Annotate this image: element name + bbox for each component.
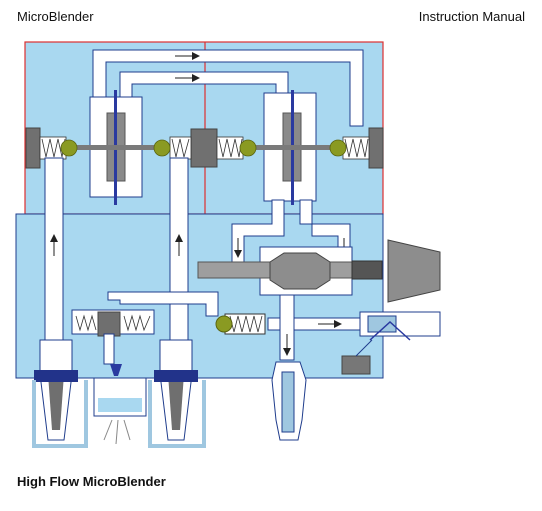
header-product-name: MicroBlender: [17, 9, 94, 24]
right-end-cap: [368, 127, 384, 169]
center-block: [190, 128, 218, 168]
spring-coils-upper: [41, 138, 369, 158]
relief-valve: [215, 313, 266, 335]
spring-balls-upper: [60, 139, 347, 157]
figure-caption: High Flow MicroBlender: [17, 474, 166, 489]
left-end-cap: [25, 127, 41, 169]
header-document-type: Instruction Manual: [418, 9, 525, 24]
outlet-fitting: [341, 311, 441, 375]
inlet-connectors: [32, 339, 206, 448]
blender-schematic: [15, 41, 441, 448]
spray-nozzle-icon: [93, 364, 147, 445]
bypass-spring-valve: [71, 309, 155, 365]
flow-outlet-bottom: [271, 361, 307, 441]
mixing-chamber: [197, 239, 441, 303]
upper-manifold-block: [24, 41, 384, 215]
top-channels: [92, 49, 364, 127]
